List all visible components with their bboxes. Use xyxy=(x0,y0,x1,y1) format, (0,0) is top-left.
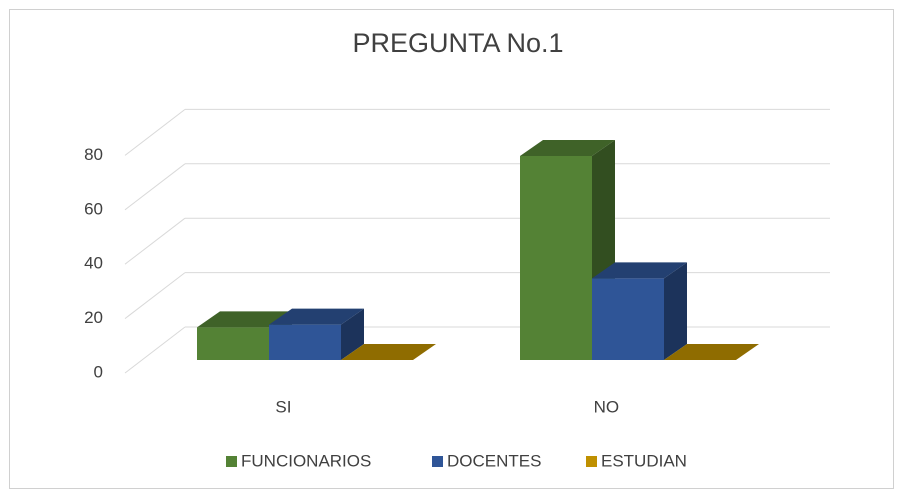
y-tick-label: 40 xyxy=(84,254,103,273)
y-tick-label: 80 xyxy=(84,145,103,164)
legend-label: ESTUDIAN xyxy=(601,451,687,470)
bar-top xyxy=(341,344,436,360)
grid-line xyxy=(124,217,186,265)
bar-top xyxy=(664,344,759,360)
grid-line xyxy=(124,109,186,156)
y-tick-label: 0 xyxy=(94,362,103,381)
bar-side xyxy=(341,308,364,360)
bar-top xyxy=(520,140,615,156)
bar xyxy=(197,327,269,360)
bar xyxy=(520,156,592,360)
x-tick-label: SI xyxy=(275,397,291,416)
legend-label: DOCENTES xyxy=(447,451,541,470)
bar-top xyxy=(197,311,292,328)
grid-line xyxy=(124,163,186,211)
chart-title: PREGUNTA No.1 xyxy=(352,28,563,58)
legend-swatch xyxy=(432,456,443,467)
y-tick-label: 60 xyxy=(84,199,103,218)
x-tick-label: NO xyxy=(594,397,620,416)
legend-swatch xyxy=(586,456,597,467)
legend-label: FUNCIONARIOS xyxy=(241,451,371,470)
y-tick-label: 20 xyxy=(84,308,103,327)
grid-line xyxy=(124,272,186,319)
bar-top xyxy=(269,308,364,325)
bar-top xyxy=(592,262,687,279)
bar xyxy=(269,324,341,360)
chart-border xyxy=(9,9,894,489)
bar-side xyxy=(664,262,687,360)
grid-line xyxy=(124,326,186,374)
bar xyxy=(592,278,664,360)
legend-swatch xyxy=(226,456,237,467)
